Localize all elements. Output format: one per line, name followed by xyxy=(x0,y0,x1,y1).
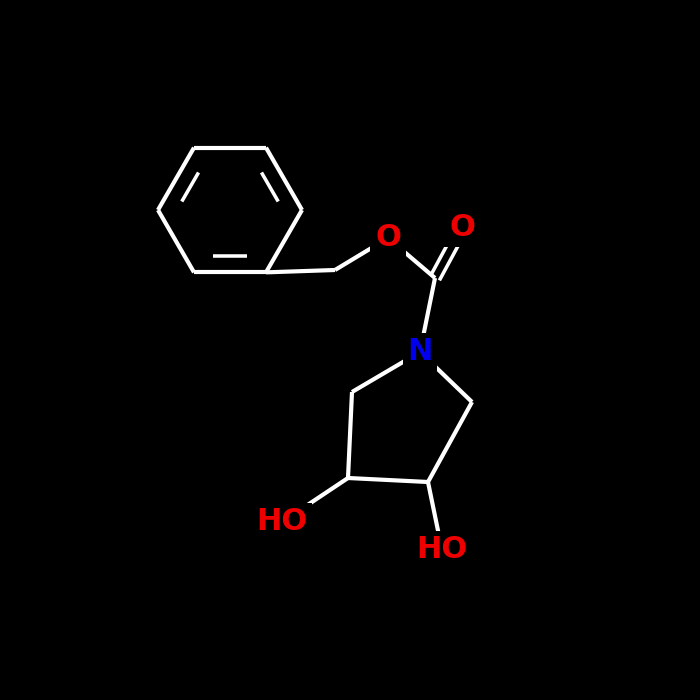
Text: HO: HO xyxy=(256,508,307,536)
Text: O: O xyxy=(375,223,401,253)
Text: O: O xyxy=(449,214,475,242)
Text: N: N xyxy=(407,337,433,367)
Text: HO: HO xyxy=(416,536,468,564)
